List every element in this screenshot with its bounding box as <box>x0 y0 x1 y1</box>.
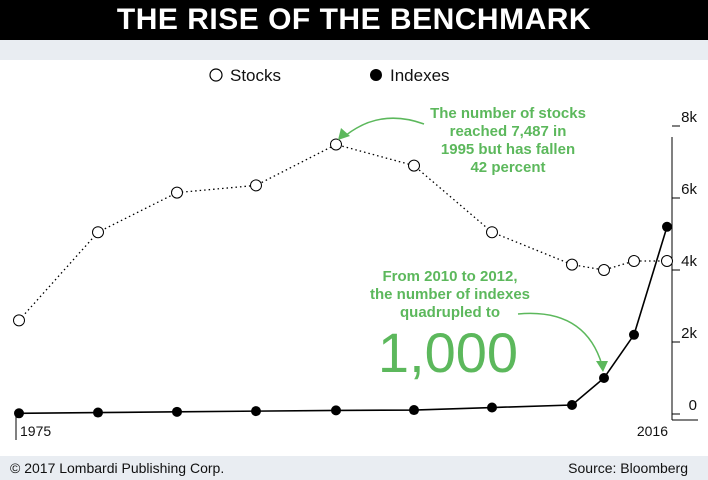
data-point-indexes <box>487 402 497 413</box>
indexes-note-line-2: the number of indexes <box>370 286 530 303</box>
indexes-note-big-number: 1,000 <box>378 321 518 384</box>
stocks-annotation: The number of stocks reached 7,487 in 19… <box>430 105 586 176</box>
indexes-note-line-1: From 2010 to 2012, <box>382 268 517 285</box>
data-point-indexes <box>599 373 609 383</box>
y-tick-label: 2k <box>681 325 697 342</box>
data-point-stocks <box>171 186 183 199</box>
stocks-arrow-head <box>338 128 350 140</box>
data-point-stocks <box>661 255 673 267</box>
data-point-stocks <box>628 255 640 267</box>
indexes-arrow <box>517 312 603 366</box>
data-point-indexes <box>331 405 341 416</box>
data-point-stocks <box>598 264 610 276</box>
data-point-indexes <box>14 408 24 419</box>
data-point-indexes <box>409 405 419 416</box>
copyright-text: © 2017 Lombardi Publishing Corp. <box>10 460 225 476</box>
y-tick-label: 6k <box>681 181 697 198</box>
data-point-stocks <box>92 226 104 239</box>
x-tick-label-start: 1975 <box>20 423 51 439</box>
series-line-stocks <box>18 143 667 321</box>
indexes-note-line-3: quadrupled to <box>400 304 500 321</box>
stocks-arrow <box>344 117 425 137</box>
legend-stocks-marker <box>209 68 223 82</box>
indexes-arrow-head <box>596 361 608 372</box>
data-point-stocks <box>330 138 342 151</box>
data-point-indexes <box>172 406 182 417</box>
chart-title: THE RISE OF THE BENCHMARK <box>0 0 708 40</box>
data-point-indexes <box>567 400 577 410</box>
series-line-indexes <box>18 226 668 415</box>
data-point-stocks <box>566 258 578 271</box>
y-tick-label: 0 <box>689 397 697 414</box>
stocks-note-line-4: 42 percent <box>470 159 545 176</box>
y-tick-label: 8k <box>681 109 697 126</box>
x-tick-label-end: 2016 <box>637 423 668 439</box>
data-point-indexes <box>93 407 103 418</box>
stocks-note-line-1: The number of stocks <box>430 105 586 122</box>
stocks-note-line-2: reached 7,487 in <box>450 123 567 140</box>
source-text: Source: Bloomberg <box>568 460 688 476</box>
data-point-stocks <box>486 226 498 239</box>
legend-indexes-label: Indexes <box>390 66 450 85</box>
y-tick-label: 4k <box>681 253 697 270</box>
data-point-indexes <box>629 329 639 340</box>
data-point-stocks <box>408 159 420 172</box>
legend-indexes-marker <box>370 69 382 81</box>
indexes-annotation: From 2010 to 2012, the number of indexes… <box>370 268 530 384</box>
data-point-stocks <box>13 314 25 327</box>
legend-stocks-label: Stocks <box>230 66 281 85</box>
stocks-note-line-3: 1995 but has fallen <box>441 141 575 158</box>
data-point-indexes <box>251 406 261 417</box>
data-point-stocks <box>250 179 262 192</box>
header-band <box>0 40 708 60</box>
data-point-indexes <box>662 221 672 232</box>
footer: © 2017 Lombardi Publishing Corp. Source:… <box>0 456 708 480</box>
